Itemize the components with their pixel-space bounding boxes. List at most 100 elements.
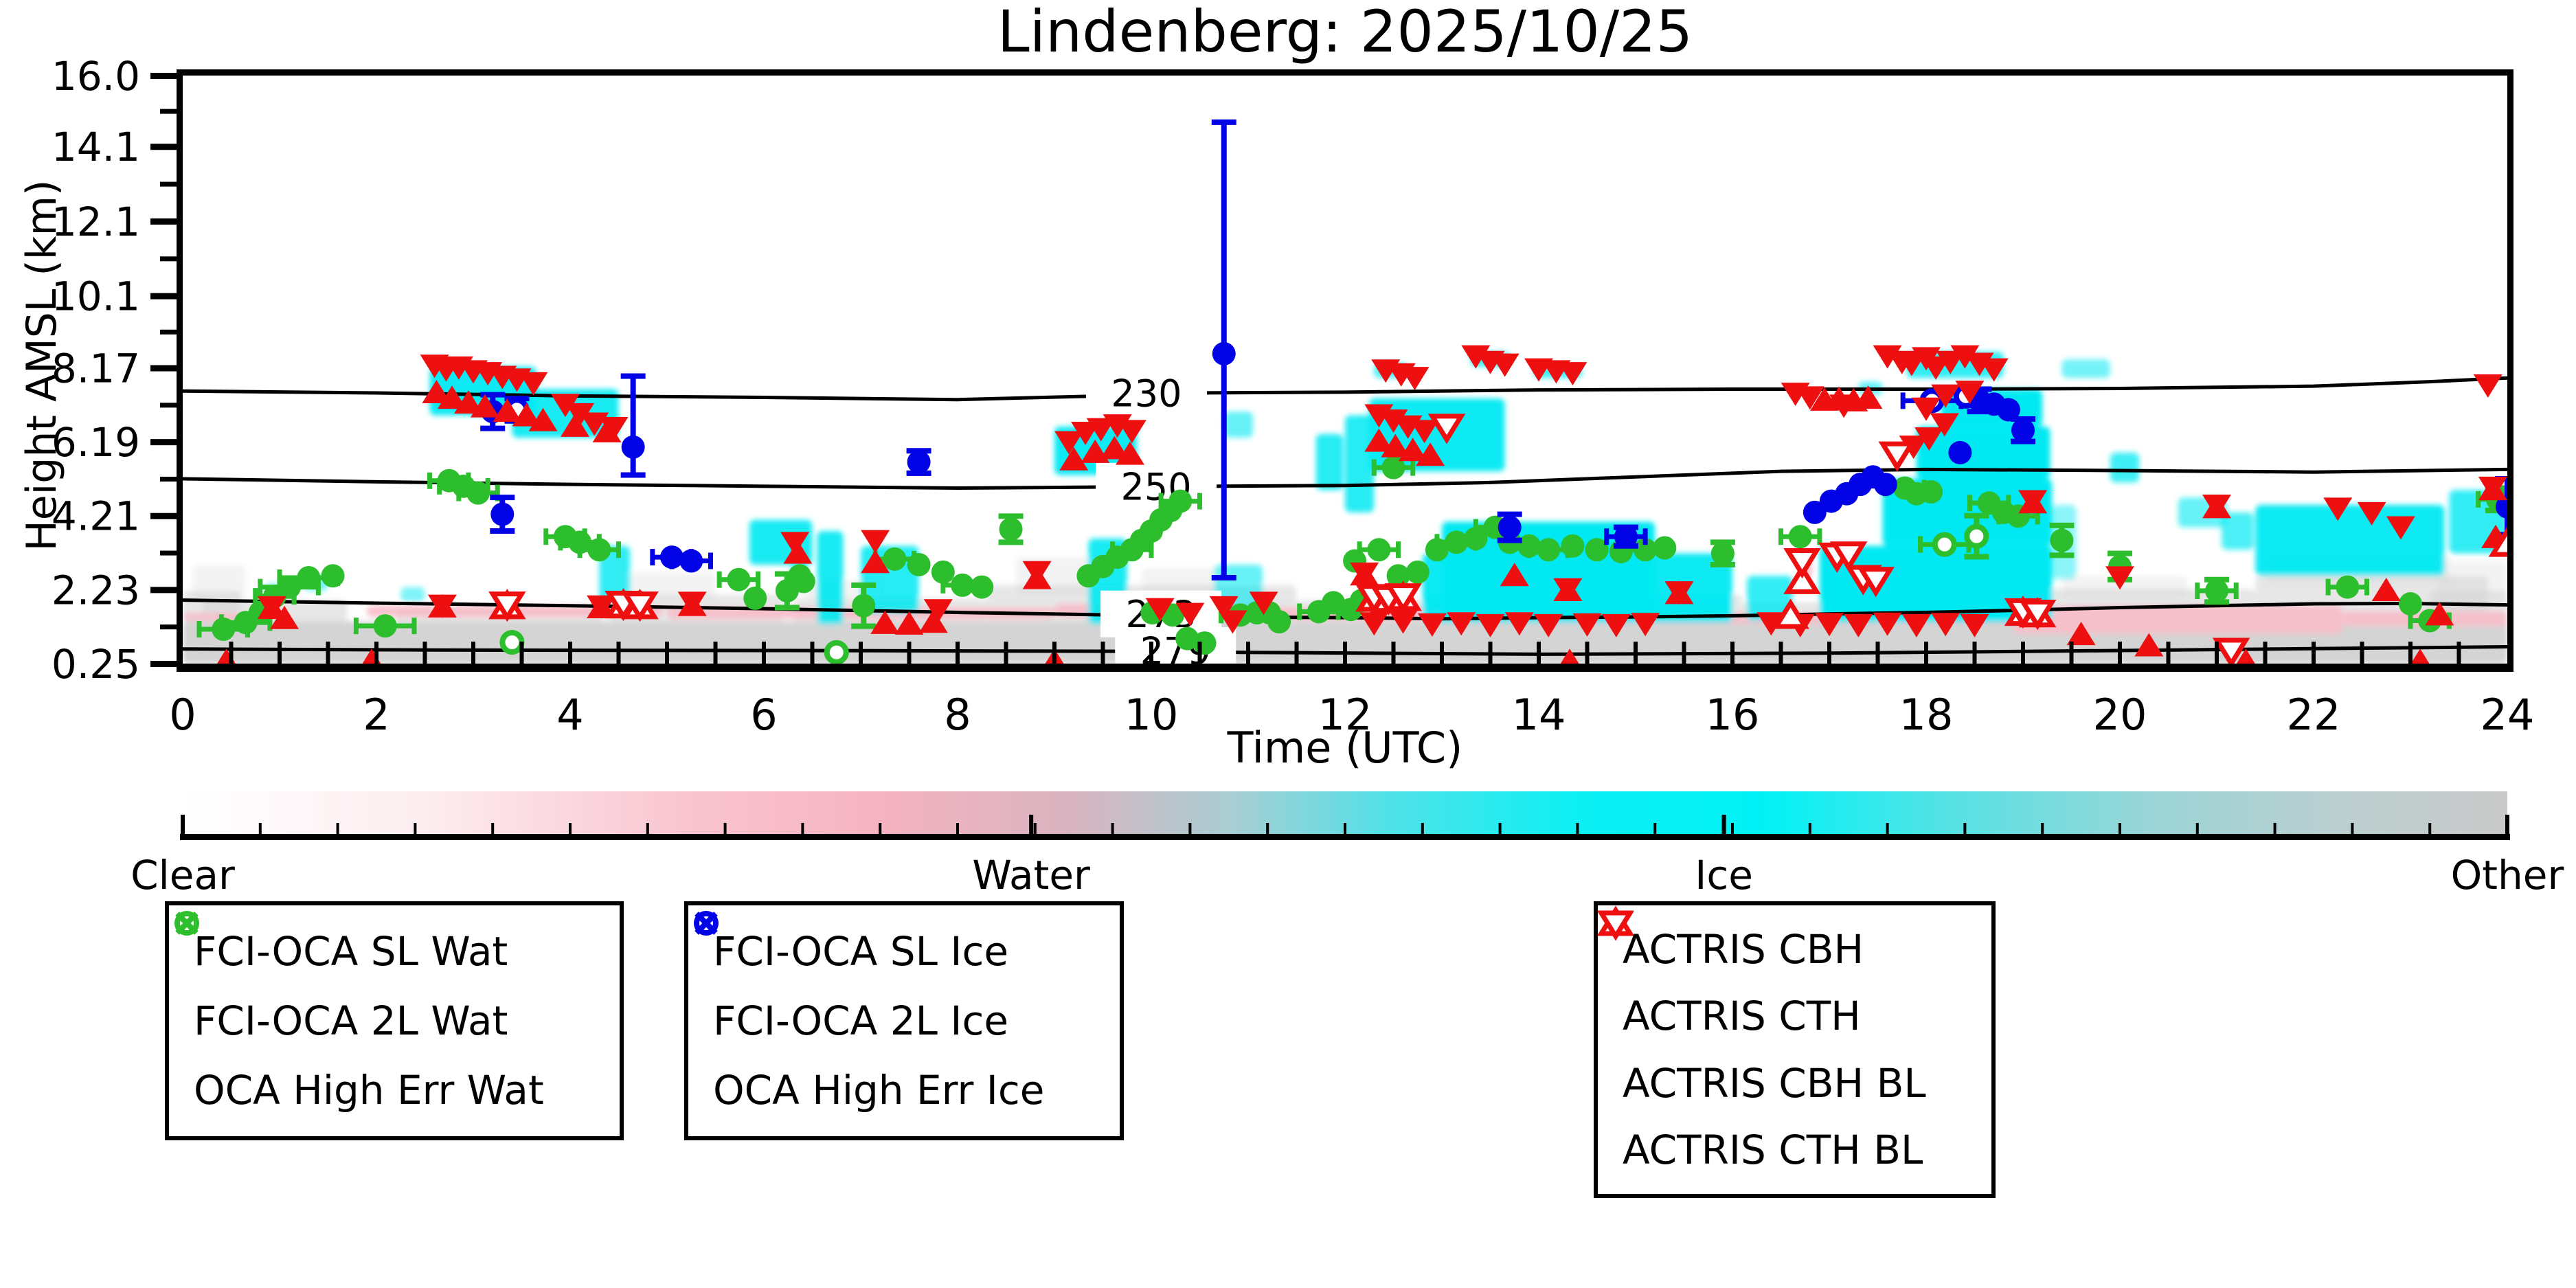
legend-item-actris-cbh-bl: ACTRIS CBH BL: [1598, 905, 1991, 1107]
legend-item-oca-high-err-ice: OCA High Err Ice: [694, 912, 1120, 1114]
x-tick: [278, 642, 282, 664]
legend-item-label: ACTRIS CBH BL: [1623, 1059, 1926, 1107]
x-tick: [2456, 642, 2461, 664]
x-tick: [1875, 642, 1880, 664]
x-tick: [762, 642, 766, 664]
x-tick-label: 14: [1512, 690, 1566, 740]
colorbar-label-other: Other: [2451, 852, 2564, 899]
legend-box-ice: FCI-OCA SL Ice FCI-OCA 2L Ice OCA High Err…: [684, 901, 1124, 1140]
x-axis-label: Time (UTC): [1227, 723, 1463, 773]
x-tick: [1100, 642, 1105, 664]
x-tick: [1197, 642, 1202, 664]
x-tick: [1537, 642, 1541, 664]
series-actris-cbh: [217, 379, 2507, 664]
legend-item-fci-oca-2l-wat: FCI-OCA 2L Wat: [174, 911, 620, 1044]
x-tick: [810, 642, 815, 664]
y-tick: [150, 365, 177, 372]
x-tick: [1585, 642, 1590, 664]
x-tick-label: 6: [750, 690, 777, 740]
legend-box-actris: ACTRIS CBH ACTRIS CTH ACTRIS CBH BL ACTRIS …: [1594, 901, 1996, 1198]
legend-item-label: ACTRIS CBH: [1623, 925, 1864, 973]
y-tick-label: 10.1: [52, 273, 140, 320]
legend-item-fci-oca-sl-ice: FCI-OCA SL Ice: [694, 912, 1120, 975]
x-tick-label: 12: [1318, 690, 1372, 740]
y-tick-label: 14.1: [52, 124, 140, 170]
y-minor-tick: [160, 329, 177, 335]
axes: 16.014.112.110.18.176.194.212.230.250 2 4 6…: [52, 53, 2535, 740]
y-minor-tick: [160, 550, 177, 556]
x-tick: [907, 642, 912, 664]
x-tick: [1246, 642, 1250, 664]
ice-shading: [400, 587, 425, 602]
y-tick-label: 16.0: [52, 53, 140, 100]
series-actris-cth-bl: [488, 414, 2250, 664]
x-tick-label: 10: [1125, 690, 1179, 740]
x-tick: [2263, 642, 2268, 664]
y-tick-label: 4.21: [52, 493, 140, 540]
y-tick: [150, 73, 177, 79]
isotherm-250: 250: [183, 462, 2507, 510]
x-tick: [1634, 642, 1638, 664]
y-minor-tick: [160, 109, 177, 114]
series-actris-cth: [257, 345, 2507, 637]
x-tick: [326, 642, 330, 664]
other-shading: [1141, 568, 1219, 595]
x-filled-icon: [175, 912, 199, 935]
x-tick: [1682, 642, 1686, 664]
x-tick: [1730, 642, 1735, 664]
ice-shading: [817, 531, 844, 624]
ice-shading: [599, 545, 631, 602]
x-tick-label: 20: [2093, 690, 2147, 740]
y-minor-tick: [160, 403, 177, 408]
y-minor-tick: [160, 476, 177, 482]
legend-item-label: OCA High Err Ice: [713, 1067, 1045, 1114]
x-tick: [1440, 642, 1444, 664]
legend-item-label: FCI-OCA SL Wat: [194, 928, 508, 975]
x-tick: [2166, 642, 2171, 664]
legend-item-label: ACTRIS CTH BL: [1623, 1127, 1923, 1174]
legend-item-label: FCI-OCA 2L Ice: [713, 997, 1009, 1044]
x-tick-label: 22: [2287, 690, 2341, 740]
x-tick: [1391, 642, 1396, 664]
legend-box-water: FCI-OCA SL Wat FCI-OCA 2L Wat OCA High Err…: [165, 901, 624, 1140]
y-tick-label: 6.19: [52, 419, 140, 466]
y-tick-label: 2.23: [52, 567, 140, 613]
colorbar-label-ice: Ice: [1695, 852, 1753, 899]
x-tick: [1343, 642, 1347, 664]
y-tick-label: 8.17: [52, 345, 140, 392]
x-tick: [1004, 642, 1008, 664]
other-shading: [2439, 561, 2507, 598]
ice-shading: [2061, 359, 2110, 379]
x-tick: [422, 642, 427, 664]
colorbar-label-water: Water: [972, 852, 1090, 899]
legend-item-actris-cth-bl: ACTRIS CTH BL: [1598, 910, 1991, 1174]
x-tick: [1972, 642, 1977, 664]
y-minor-tick: [160, 181, 177, 187]
y-tick-label: 12.1: [52, 199, 140, 245]
x-tick: [2069, 642, 2074, 664]
x-tick: [568, 642, 572, 664]
x-tick: [229, 642, 234, 664]
y-tick: [150, 512, 177, 519]
x-tick: [471, 642, 475, 664]
y-tick: [150, 587, 177, 594]
legend-item-label: FCI-OCA SL Ice: [713, 928, 1009, 975]
ice-shading: [1345, 415, 1375, 512]
water-shading: [183, 613, 241, 621]
x-tick: [374, 642, 379, 664]
x-tick: [1827, 642, 1831, 664]
x-tick: [2312, 642, 2316, 664]
x-tick: [1052, 642, 1057, 664]
x-tick: [1149, 642, 1153, 664]
y-tick: [150, 439, 177, 446]
x-tick: [2021, 642, 2025, 664]
legend-item-label: OCA High Err Wat: [194, 1067, 544, 1114]
legend-item-fci-oca-sl-wat: FCI-OCA SL Wat: [175, 912, 620, 975]
x-tick: [519, 642, 524, 664]
chart-title: Lindenberg: 2025/10/25: [997, 0, 1693, 65]
water-shading: [2013, 605, 2343, 634]
legend-item-label: FCI-OCA 2L Wat: [194, 997, 508, 1044]
legend-item-actris-cth: ACTRIS CTH: [1601, 913, 1991, 1039]
